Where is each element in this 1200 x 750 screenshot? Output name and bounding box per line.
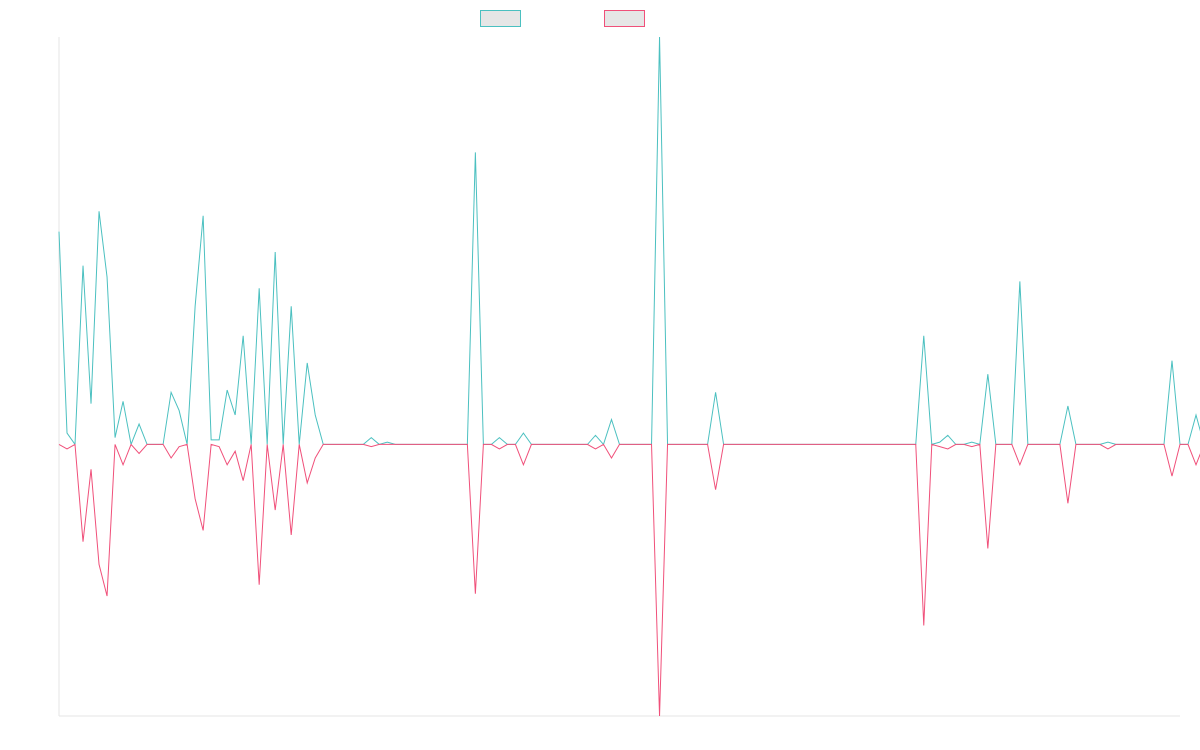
series-line-2 <box>58 443 1200 717</box>
series-layer <box>58 36 1200 717</box>
legend-item-2[interactable] <box>604 10 645 27</box>
legend-swatch-2[interactable] <box>604 10 645 27</box>
legend-item-1[interactable] <box>480 10 521 27</box>
legend-swatch-1[interactable] <box>480 10 521 27</box>
chart-axes <box>58 37 1180 717</box>
series-line-1 <box>58 36 1200 447</box>
legend[interactable] <box>480 10 645 27</box>
